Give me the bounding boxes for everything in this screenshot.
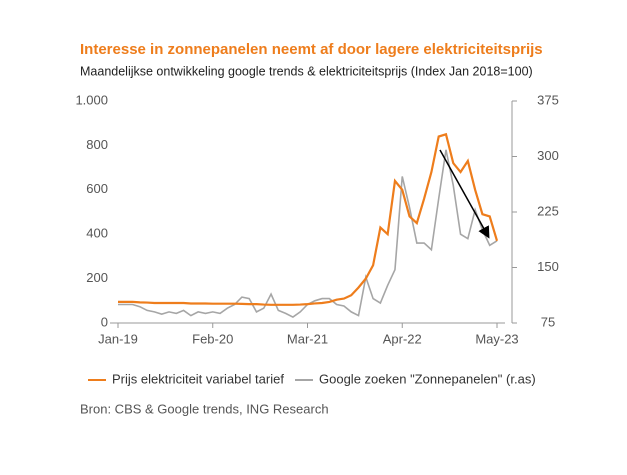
y2-tick-label: 300 [537,148,559,163]
y-tick-label: 1.000 [75,92,108,107]
y2-tick-label: 150 [537,259,559,274]
series-line [118,132,499,306]
y-tick-label: 400 [86,226,108,241]
y-tick-label: 800 [86,137,108,152]
legend-label: Prijs elektriciteit variabel tarief [112,371,284,386]
x-tick-label: May-23 [475,331,518,346]
trend-arrow [439,149,490,239]
x-tick-label: Mar-21 [287,331,328,346]
y2-tick-label: 375 [537,92,559,107]
y-tick-label: 200 [86,270,108,285]
legend-label: Google zoeken "Zonnepanelen" (r.as) [319,371,536,386]
x-tick-label: Feb-20 [192,331,233,346]
chart-subtitle: Maandelijkse ontwikkeling google trends … [80,64,533,78]
source: Bron: CBS & Google trends, ING Research [80,401,329,416]
y-tick-label: 0 [101,314,108,329]
x-tick-label: Apr-22 [383,331,422,346]
y2-tick-label: 225 [537,203,559,218]
x-tick-label: Jan-19 [98,331,138,346]
y2-tick-label: 75 [541,314,555,329]
y-tick-label: 600 [86,181,108,196]
chart-title: Interesse in zonnepanelen neemt af door … [80,41,543,58]
series-line [118,149,498,319]
